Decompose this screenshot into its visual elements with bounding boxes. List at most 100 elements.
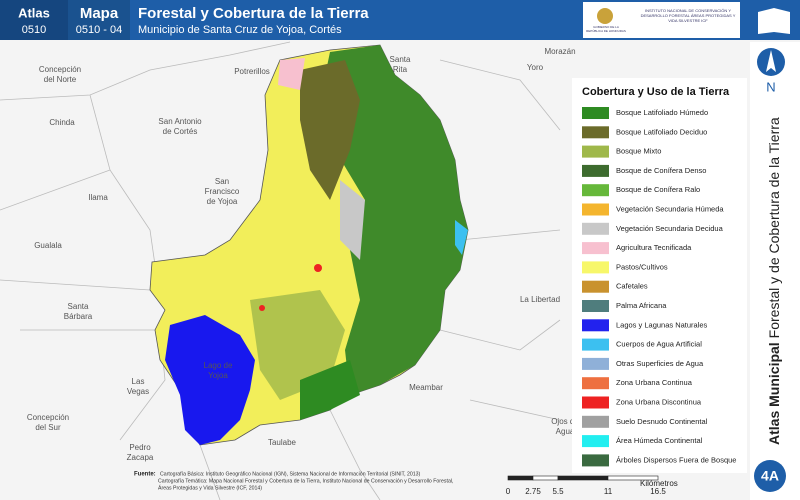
place-name: Lago de (204, 361, 233, 370)
legend-label: Vegetación Secundaria Húmeda (616, 204, 724, 213)
place-name: San Antonio (158, 117, 202, 126)
map-code: 0510 - 04 (76, 24, 122, 36)
scale-segment (507, 475, 534, 481)
logo-right-text: INSTITUTO NACIONAL DE CONSERVACIÓN Y DES… (640, 8, 736, 23)
legend-swatch (582, 261, 609, 274)
legend-label: Zona Urbana Continua (616, 378, 693, 387)
legend-label: Bosque Latifoliado Húmedo (616, 108, 708, 117)
legend-swatch (582, 145, 609, 158)
place-name: Taulabe (268, 438, 297, 447)
place-name: Ilama (88, 193, 108, 202)
legend-swatch (582, 300, 609, 312)
legend-swatch (582, 222, 609, 235)
place-name: La Libertad (520, 295, 560, 304)
map-box (68, 0, 130, 40)
place-name: Rita (393, 65, 408, 74)
legend-swatch (582, 338, 609, 351)
atlas-code: 0510 (22, 24, 46, 36)
legend-label: Árboles Dispersos Fuera de Bosque (616, 455, 736, 464)
source-line: Cartografía Básica: Instituto Geográfico… (160, 471, 421, 477)
scale-segment (532, 475, 559, 481)
scale-tick: 16.5 (650, 487, 666, 496)
legend-swatch (582, 203, 609, 216)
place-name: San (215, 177, 229, 186)
legend-swatch (582, 107, 609, 119)
place-name: Gualala (34, 241, 62, 250)
urban (259, 305, 265, 311)
legend-label: Bosque de Conífera Denso (616, 166, 706, 175)
subtitle: Municipio de Santa Cruz de Yojoa, Cortés (138, 24, 342, 36)
scale-tick: 2.75 (525, 487, 541, 496)
legend-swatch (582, 396, 609, 409)
place-name: Francisco (205, 187, 240, 196)
scale-unit: Kilómetros (640, 479, 678, 488)
deciduous-patch (340, 180, 365, 260)
forest-east (320, 45, 468, 395)
place-name: Morazán (544, 47, 575, 56)
legend-title: Cobertura y Uso de la Tierra (582, 86, 730, 98)
scale-tick: 11 (604, 487, 613, 496)
legend-label: Cafetales (616, 282, 648, 291)
source: Cartografía Básica: Instituto Geográfico… (158, 471, 453, 491)
legend-swatch (582, 415, 609, 428)
place-name: Chinda (49, 118, 75, 127)
source-label: Fuente: (134, 472, 156, 478)
place-name: Vegas (127, 387, 149, 396)
logo-left-text: GOBIERNO DE LA REPÚBLICA DE HONDURAS (586, 26, 626, 33)
logo-left: GOBIERNO DE LA REPÚBLICA DE HONDURAS (586, 26, 626, 33)
place-name: Ojos de (551, 417, 579, 426)
place-name: del Norte (44, 75, 77, 84)
legend-label: Lagos y Lagunas Naturales (616, 320, 708, 329)
place-name: Concepción (39, 65, 81, 74)
scale-bar: 0 2.75 5.5 11 16.5 (506, 475, 666, 496)
place-name: Potrerillos (234, 67, 270, 76)
place-name: Yojoa (208, 371, 228, 380)
water-east (455, 220, 468, 255)
legend-label: Bosque Latifoliado Deciduo (616, 127, 707, 136)
side-subtitle: Forestal y de Cobertura de la Tierra (766, 117, 782, 338)
place-name: Meambar (409, 383, 443, 392)
place-name: Santa (390, 55, 411, 64)
book-icon (758, 8, 790, 34)
place-name: del Sur (35, 423, 61, 432)
legend-label: Otras Superficies de Agua (616, 359, 704, 368)
sheet-circle (754, 460, 786, 492)
north-label: N (766, 79, 775, 94)
legend-label: Suelo Desnudo Continental (616, 417, 708, 426)
legend-swatch (582, 454, 609, 467)
place-name: Santa (68, 302, 89, 311)
legend-label: Cuerpos de Agua Artificial (616, 340, 702, 349)
coat-of-arms (597, 8, 613, 24)
map-label: Mapa (80, 5, 119, 22)
logo-right: INSTITUTO NACIONAL DE CONSERVACIÓN Y DES… (640, 8, 736, 23)
legend-swatch (582, 357, 609, 370)
legend-label: Zona Urbana Discontinua (616, 397, 702, 406)
legend-swatch (582, 319, 609, 332)
legend-label: Bosque de Conífera Ralo (616, 185, 700, 194)
scale-tick: 5.5 (552, 487, 564, 496)
lake (165, 315, 255, 445)
sheet-label: 4A (761, 468, 779, 484)
legend-swatch (582, 377, 609, 390)
scale-tick: 0 (506, 487, 511, 496)
legend-swatch (582, 164, 609, 177)
place-name: Zacapa (127, 453, 154, 462)
agri-patch (278, 58, 305, 90)
legend-label: Palma Africana (616, 301, 667, 310)
legend-label: Vegetación Secundaria Decidua (616, 224, 724, 233)
legend-swatch (582, 242, 609, 255)
side-strip (750, 42, 800, 500)
atlas-label: Atlas (18, 5, 50, 20)
boundaries (0, 41, 561, 500)
north-arrow (766, 50, 776, 72)
atlas-box (0, 0, 68, 40)
legend: Bosque Latifoliado Húmedo Bosque Latifoli… (582, 107, 736, 467)
urban (314, 264, 322, 272)
scale-segment (557, 475, 609, 481)
place-name: Yoro (527, 63, 544, 72)
legend-label: Agricultura Tecnificada (616, 243, 692, 252)
place-name: de Cortés (163, 127, 198, 136)
